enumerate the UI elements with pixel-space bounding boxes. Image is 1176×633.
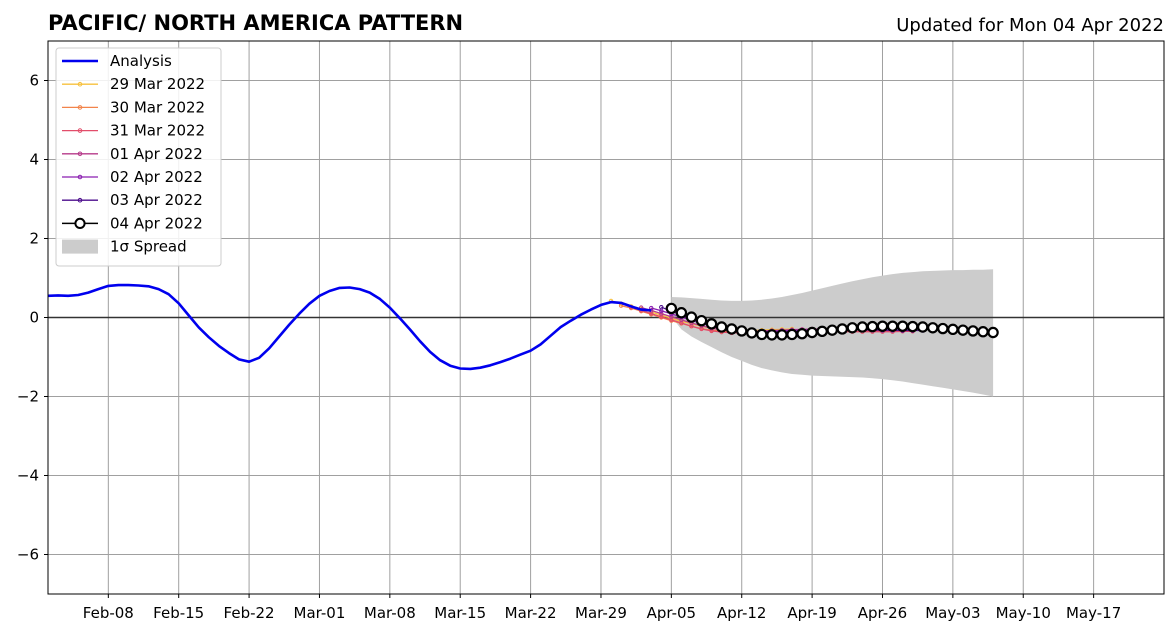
series-point-4 xyxy=(669,314,674,319)
legend-label: 04 Apr 2022 xyxy=(110,214,203,232)
y-axis: 6 4 2 0 −2 −4 −6 xyxy=(17,72,48,564)
series-point-7 xyxy=(725,323,738,335)
series-point-7 xyxy=(685,311,698,323)
series-point-7 xyxy=(736,325,748,337)
y-tick-label: 0 xyxy=(29,309,39,327)
series-point-7 xyxy=(705,318,718,330)
legend-label: 01 Apr 2022 xyxy=(110,145,203,163)
x-tick-label: Apr-26 xyxy=(858,604,908,622)
series-point-7 xyxy=(816,325,828,338)
legend-label: 29 Mar 2022 xyxy=(110,75,205,93)
y-tick-label: 6 xyxy=(29,72,39,90)
x-tick-label: Mar-01 xyxy=(294,604,346,622)
series-point-7 xyxy=(896,320,909,332)
x-tick-label: Mar-08 xyxy=(364,604,416,622)
series-point-7 xyxy=(806,326,818,339)
legend-label: 1σ Spread xyxy=(110,238,187,256)
y-tick-label: 4 xyxy=(29,151,39,169)
series-point-7 xyxy=(746,327,758,339)
legend-swatch xyxy=(62,239,98,254)
legend-marker xyxy=(77,128,83,133)
legend-entry: 02 Apr 2022 xyxy=(62,168,203,186)
series-point-7 xyxy=(917,321,929,333)
legend-label: Analysis xyxy=(110,52,172,70)
series-point-7 xyxy=(675,307,688,319)
series-point-7 xyxy=(947,323,959,336)
series-point-7 xyxy=(826,324,838,336)
legend-box xyxy=(55,47,222,267)
legend-label: 31 Mar 2022 xyxy=(110,122,205,140)
y-tick-label: −4 xyxy=(17,467,39,485)
legend-marker xyxy=(74,217,86,229)
latest-forecast-markers xyxy=(665,302,999,341)
x-tick-label: May-17 xyxy=(1066,604,1121,622)
legend-entry: 01 Apr 2022 xyxy=(62,145,203,163)
series-point-7 xyxy=(836,323,848,335)
legend-entry: 30 Mar 2022 xyxy=(62,98,205,116)
x-tick-label: May-03 xyxy=(925,604,980,622)
series-point-7 xyxy=(786,328,798,341)
x-tick-label: Apr-05 xyxy=(647,604,697,622)
chart-title: PACIFIC/ NORTH AMERICA PATTERN xyxy=(48,11,463,35)
y-tick-label: 2 xyxy=(29,230,39,248)
series-point-7 xyxy=(977,326,989,338)
legend-label: 30 Mar 2022 xyxy=(110,98,205,116)
legend-label: 02 Apr 2022 xyxy=(110,168,203,186)
series-point-6 xyxy=(659,305,664,310)
x-tick-label: Feb-22 xyxy=(224,604,275,622)
series-point-7 xyxy=(987,326,999,339)
series-point-7 xyxy=(957,324,969,336)
series-point-7 xyxy=(695,314,708,327)
series-point-7 xyxy=(665,302,678,315)
series-point-7 xyxy=(866,320,879,333)
series-point-7 xyxy=(856,321,869,333)
legend-marker xyxy=(77,174,83,180)
x-tick-label: Feb-08 xyxy=(83,604,134,622)
series-point-7 xyxy=(886,320,899,332)
legend-entry: Analysis xyxy=(62,52,172,70)
legend-entry: 1σ Spread xyxy=(62,238,187,256)
analysis-line xyxy=(47,283,652,371)
series-point-7 xyxy=(937,322,949,335)
legend-label: 03 Apr 2022 xyxy=(110,191,203,209)
x-tick-label: Mar-29 xyxy=(575,604,627,622)
legend-entry: 03 Apr 2022 xyxy=(62,191,203,209)
legend-marker xyxy=(77,105,83,110)
x-axis: Feb-08 Feb-15 Feb-22 Mar-01 Mar-08 Mar-15 Mar-… xyxy=(83,594,1121,622)
series-point-7 xyxy=(766,329,778,341)
x-tick-label: Mar-22 xyxy=(505,604,557,622)
series-point-7 xyxy=(796,327,808,340)
series-point-7 xyxy=(906,320,919,333)
analysis-series xyxy=(47,283,652,371)
series-point-7 xyxy=(876,320,889,332)
series-point-7 xyxy=(715,321,728,333)
x-tick-label: May-10 xyxy=(996,604,1051,622)
chart-subtitle: Updated for Mon 04 Apr 2022 xyxy=(896,15,1164,36)
series-point-7 xyxy=(927,322,939,334)
x-tick-label: Apr-19 xyxy=(787,604,837,622)
legend-marker xyxy=(77,81,83,87)
series-point-7 xyxy=(967,325,979,337)
x-tick-label: Feb-15 xyxy=(153,604,204,622)
legend-entry: 04 Apr 2022 xyxy=(62,214,203,232)
legend-entry: 31 Mar 2022 xyxy=(62,122,205,140)
series-point-4 xyxy=(659,311,664,316)
x-tick-label: Apr-12 xyxy=(717,604,767,622)
x-tick-label: Mar-15 xyxy=(434,604,486,622)
y-tick-label: −6 xyxy=(17,546,39,564)
series-point-7 xyxy=(756,328,768,341)
y-tick-label: −2 xyxy=(17,388,39,406)
legend-entry: 29 Mar 2022 xyxy=(62,75,205,93)
legend: Analysis 29 Mar 2022 30 Mar 2022 31 Mar 202… xyxy=(55,47,222,267)
series-point-7 xyxy=(846,322,859,334)
legend-marker xyxy=(77,197,83,203)
plot-area xyxy=(47,40,1165,595)
series-point-7 xyxy=(776,329,788,341)
legend-marker xyxy=(77,151,83,157)
